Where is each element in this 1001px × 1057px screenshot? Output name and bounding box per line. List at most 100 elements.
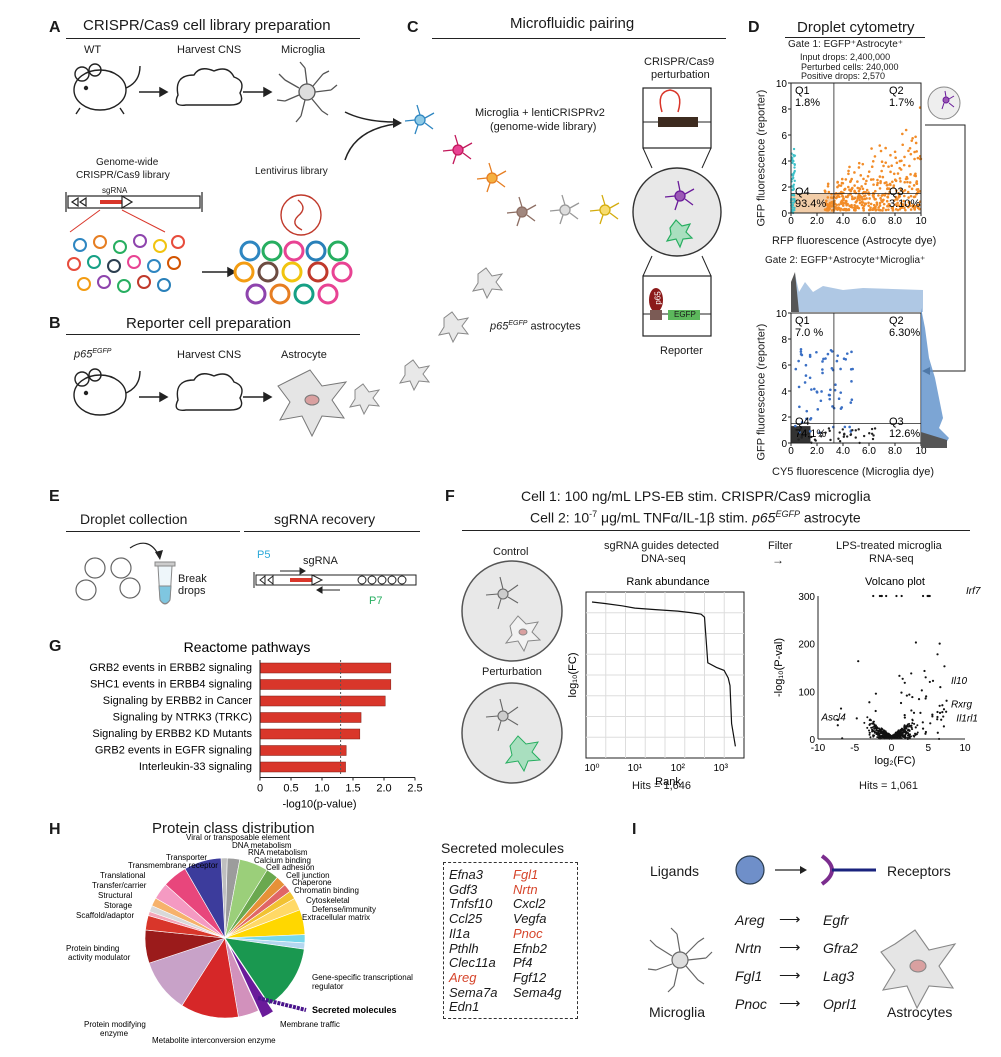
scatter-point [862, 209, 865, 212]
scatter-point [909, 152, 913, 156]
x-tick-label: 1.5 [345, 783, 360, 795]
scatter-point [900, 159, 903, 163]
q4-label: Q4 [795, 416, 810, 428]
volcano-point [877, 727, 880, 730]
scatter-point [847, 185, 850, 189]
scatter-point [894, 195, 898, 199]
panel-b-title: Reporter cell preparation [126, 315, 292, 332]
x-tick-label: 4.0 [836, 446, 850, 457]
volcano-point [908, 693, 911, 696]
x-tick-label: 0 [788, 216, 794, 227]
scatter-point [855, 206, 859, 210]
panel-d-rule [785, 37, 925, 38]
scatter-point [888, 190, 892, 194]
scatter-point [842, 435, 846, 438]
pair-arrow-icon: ⟶ [779, 911, 801, 928]
rank-curve [591, 601, 736, 747]
ligand-gene: Fgl1 [735, 968, 763, 984]
volcano-point [910, 709, 913, 712]
volcano-point [924, 676, 927, 679]
scatter-point [908, 181, 912, 184]
volcano-point [900, 594, 903, 598]
volcano-point [895, 594, 898, 598]
scatter-point [862, 434, 866, 438]
scatter-point [800, 421, 804, 424]
scatter-point [859, 174, 863, 177]
scatter-point [906, 180, 909, 184]
scatter-point [912, 184, 916, 187]
microglia-label: Microglia [281, 44, 326, 56]
scatter-point [857, 428, 860, 431]
volcano-point [868, 729, 871, 732]
scatter-point [815, 390, 819, 393]
scatter-point [853, 171, 856, 174]
x-tick-label: 10 [915, 446, 927, 457]
scatter-point [792, 188, 795, 191]
volcano-point [857, 660, 860, 663]
volcano-point [874, 724, 877, 727]
volcano-point [941, 711, 944, 714]
scatter-point [838, 195, 841, 199]
scatter-point [803, 381, 807, 384]
scatter-point [858, 201, 862, 205]
scatter-point [816, 408, 820, 411]
scatter-point [908, 185, 911, 188]
scatter-point [879, 149, 883, 153]
wt-label: WT [84, 44, 102, 56]
pair-arrow-icon: ⟶ [779, 995, 801, 1012]
y-tick-label: 0 [781, 439, 787, 450]
volcano-point [921, 594, 925, 598]
scatter-point [894, 203, 897, 206]
volcano-point [895, 734, 898, 737]
secreted-molecules-box [443, 862, 578, 1019]
scatter-point [833, 205, 837, 209]
scatter-point [810, 388, 813, 391]
scatter-point [836, 181, 839, 184]
scatter-point [835, 359, 839, 363]
volcano-point [885, 594, 888, 598]
volcano-point [912, 711, 916, 714]
scatter-point [821, 368, 824, 371]
pathway-label: SHC1 events in ERBB4 signaling [90, 679, 252, 691]
perturbation-f-label: Perturbation [482, 666, 542, 678]
filter-arrow-icon: → [772, 553, 784, 567]
pie-label: Membrane traffic [280, 1020, 340, 1029]
q4-value: 74.1% [795, 428, 826, 440]
volcano-point [888, 735, 891, 738]
scatter-point [860, 185, 863, 188]
x-tick-label: -10 [811, 743, 826, 754]
scatter-point [804, 363, 808, 367]
panel-c-title: Microfluidic pairing [510, 15, 635, 32]
scatter-point [828, 397, 832, 401]
scatter-point [869, 206, 872, 210]
secreted-gene: Efnb2 [513, 940, 547, 956]
pie-slice [184, 857, 226, 939]
y-tick-label: 8 [781, 335, 787, 346]
scatter-point [878, 175, 882, 178]
volcano-point [921, 721, 924, 724]
volcano-point [911, 718, 914, 721]
volcano-point [913, 722, 916, 725]
pair-arrow-icon: ⟶ [779, 939, 801, 956]
q4-density [791, 193, 834, 213]
pie-label: Cell junction [286, 871, 330, 880]
volcano-point [924, 697, 927, 700]
scatter-point [873, 206, 877, 209]
egfp-small-label: EGFP [674, 310, 696, 319]
x-tick-label: 8.0 [888, 446, 902, 457]
scatter-point [821, 360, 824, 363]
scatter-point [815, 350, 818, 354]
x-tick-label: 2.0 [376, 783, 391, 795]
receptor-gene: Oprl1 [823, 996, 858, 1012]
x-tick-label: 0 [257, 783, 263, 795]
scatter-point [825, 199, 828, 203]
scatter-point [853, 203, 856, 207]
pie-label: regulator [312, 982, 344, 991]
pie-label: DNA metabolism [232, 841, 292, 850]
y-tick-label: 200 [798, 640, 815, 651]
secreted-molecules-title: Secreted molecules [441, 840, 564, 856]
scatter-point [810, 435, 813, 439]
scatter-point [873, 198, 877, 201]
scatter-point [903, 155, 906, 159]
